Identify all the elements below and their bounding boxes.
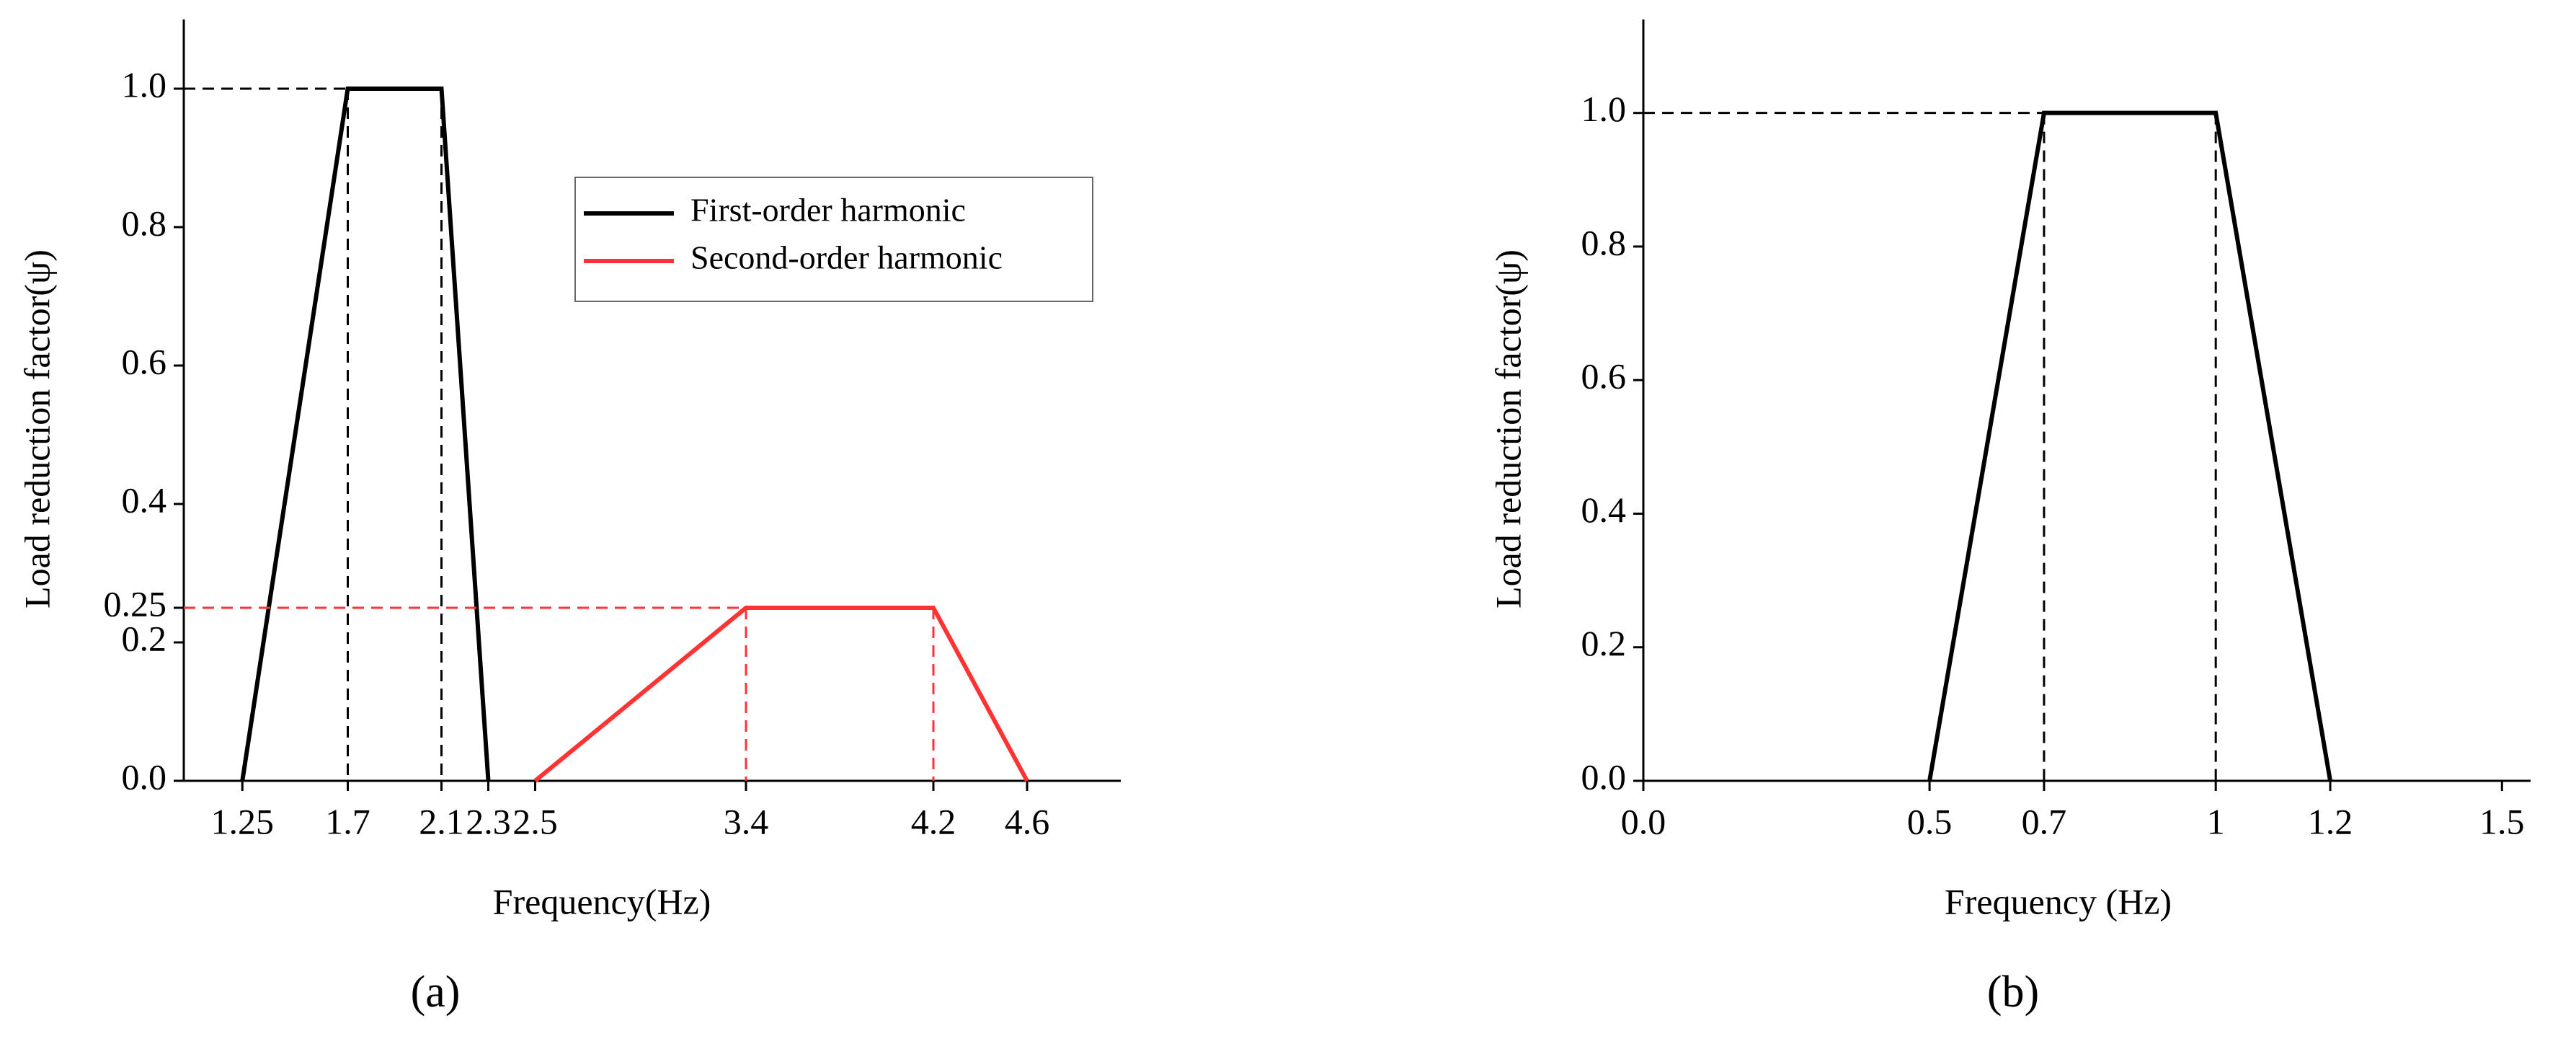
panel-label: (b) <box>1987 968 2039 1017</box>
x-axis-label: Frequency (Hz) <box>1945 881 2172 921</box>
data-line <box>240 87 491 782</box>
x-tick-label: 2.5 <box>512 801 558 841</box>
x-tick-label: 1.2 <box>2308 801 2353 841</box>
y-axis-label: Load reduction factor(ψ) <box>1488 249 1528 609</box>
legend-label: First-order harmonic <box>690 192 966 229</box>
x-tick-label: 1.25 <box>211 801 275 841</box>
y-tick-label: 1.0 <box>122 64 167 105</box>
panel-label: (a) <box>411 968 461 1017</box>
x-tick-label: 1.7 <box>325 801 370 841</box>
data-line <box>533 606 1029 783</box>
x-axis-label: Frequency(Hz) <box>493 881 711 921</box>
y-tick-label: 0.2 <box>122 618 167 658</box>
y-tick-label: 0.6 <box>1581 356 1627 397</box>
y-tick-label: 0.0 <box>122 756 167 797</box>
y-tick-label: 0.6 <box>122 341 167 381</box>
x-tick-label: 3.4 <box>724 801 769 841</box>
y-tick-label: 0.2 <box>1581 623 1627 663</box>
x-tick-label: 1.5 <box>2479 801 2525 841</box>
y-tick-label: 0.4 <box>122 479 167 520</box>
y-tick-label: 0.0 <box>1581 756 1627 797</box>
y-tick-label: 1.0 <box>1581 89 1627 129</box>
data-line <box>1927 110 2332 782</box>
legend-label: Second-order harmonic <box>690 239 1003 276</box>
x-tick-label: 0.5 <box>1907 801 1953 841</box>
x-tick-label: 2.3 <box>466 801 511 841</box>
x-tick-label: 0.0 <box>1621 801 1666 841</box>
y-axis-label: Load reduction factor(ψ) <box>17 249 57 609</box>
legend-box <box>574 177 1093 302</box>
x-tick-label: 4.6 <box>1005 801 1050 841</box>
x-tick-label: 4.2 <box>911 801 956 841</box>
y-tick-label: 0.4 <box>1581 490 1627 530</box>
x-tick-label: 1 <box>2207 801 2225 841</box>
x-tick-label: 2.1 <box>419 801 464 841</box>
x-tick-label: 0.7 <box>2022 801 2067 841</box>
y-tick-label: 0.8 <box>1581 222 1627 262</box>
y-tick-label: 0.8 <box>122 203 167 243</box>
y-tick-label: 0.25 <box>104 583 167 624</box>
